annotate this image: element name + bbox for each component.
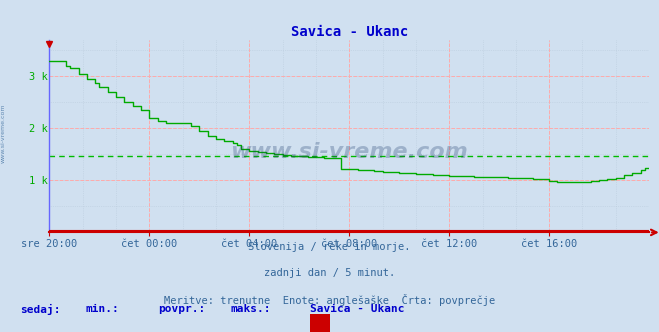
Text: povpr.:: povpr.:: [158, 304, 206, 314]
Text: min.:: min.:: [86, 304, 119, 314]
Text: Slovenija / reke in morje.: Slovenija / reke in morje.: [248, 242, 411, 252]
Text: Meritve: trenutne  Enote: anglešaške  Črta: povprečje: Meritve: trenutne Enote: anglešaške Črta…: [164, 294, 495, 306]
Text: maks.:: maks.:: [231, 304, 271, 314]
Text: Savica - Ukanc: Savica - Ukanc: [310, 304, 404, 314]
Bar: [310, 314, 330, 332]
Text: www.si-vreme.com: www.si-vreme.com: [231, 141, 468, 162]
Title: Savica - Ukanc: Savica - Ukanc: [291, 25, 408, 39]
Text: zadnji dan / 5 minut.: zadnji dan / 5 minut.: [264, 268, 395, 278]
Text: sedaj:: sedaj:: [20, 304, 60, 315]
Text: www.si-vreme.com: www.si-vreme.com: [1, 103, 6, 163]
